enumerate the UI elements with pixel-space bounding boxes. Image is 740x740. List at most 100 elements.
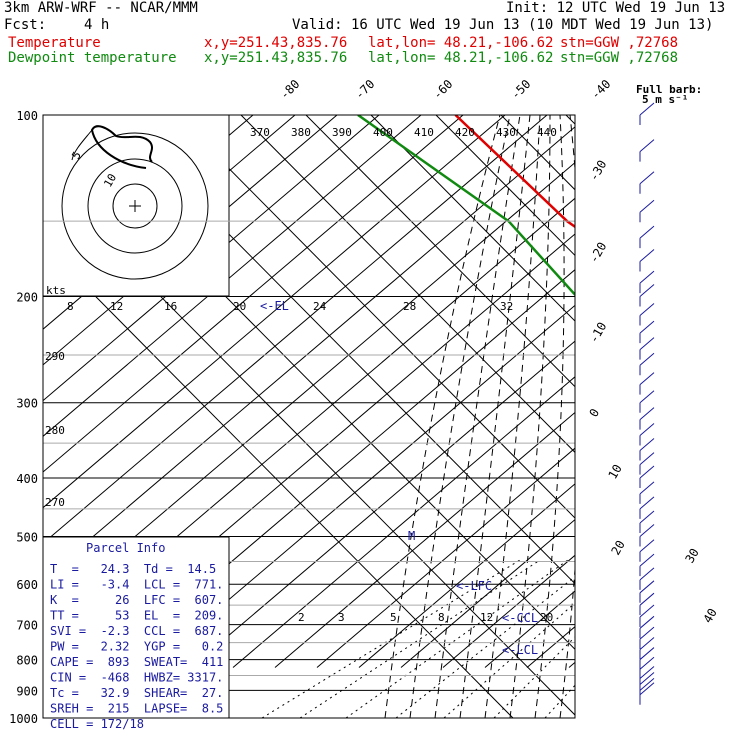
temperature-legend: Temperature (8, 35, 101, 51)
wind-barb (639, 626, 655, 640)
theta-label: 270 (45, 496, 65, 509)
moist-adiabat (434, 115, 521, 718)
mixing-ratio-label: 3 (338, 611, 345, 624)
wind-barb (639, 637, 655, 650)
theta-label: 420 (455, 126, 475, 139)
isotherm-label-top: -40 (588, 77, 613, 102)
hodo-speed-label: 20 (233, 300, 246, 313)
theta-label: 290 (45, 350, 65, 363)
level-marker: <-LCL (502, 643, 538, 657)
level-marker: <-CCL (502, 611, 538, 625)
dry-adiabat (43, 115, 380, 402)
wind-barb (639, 647, 655, 660)
hodo-ring (112, 183, 158, 229)
isotherm-label-side: 0 (586, 406, 602, 419)
isotherm-label-side: -10 (586, 320, 609, 346)
isotherm-label-top: -60 (430, 77, 455, 102)
mixing-ratio-label: 8 (438, 611, 445, 624)
wind-barb (639, 139, 655, 152)
dry-adiabat (43, 115, 464, 473)
theta-label: 400 (373, 126, 393, 139)
hodo-speed-label: 24 (313, 300, 327, 313)
mixing-ratio-line (261, 559, 521, 718)
level-marker: <-EL (260, 299, 289, 313)
hodo-speed-label: 28 (403, 300, 416, 313)
wind-barb (639, 553, 655, 567)
dewpoint-legend: Dewpoint temperature (8, 50, 177, 66)
pressure-label: 1000 (9, 712, 38, 726)
theta-label: 410 (414, 126, 434, 139)
parcel-info-box (42, 536, 230, 719)
wind-barb (639, 465, 655, 479)
hodograph-trace (90, 125, 153, 169)
wind-barb (639, 372, 655, 386)
hodo-speed-label: kts (46, 284, 66, 297)
forecast-label: Fcst: (4, 17, 47, 33)
pressure-label: 600 (16, 578, 38, 592)
isotherm (43, 242, 514, 718)
dry-adiabat (316, 447, 575, 668)
dry-adiabat (43, 115, 422, 437)
hodograph-trace (71, 129, 93, 161)
moist-adiabat (459, 115, 531, 718)
dry-adiabat (232, 376, 575, 668)
wind-barb (639, 682, 655, 696)
theta-label: 370 (250, 126, 270, 139)
wind-barb (639, 171, 655, 185)
model-title: 3km ARW-WRF -- NCAR/MMM (4, 0, 198, 16)
dry-adiabat (568, 661, 575, 668)
wind-barb (639, 678, 655, 691)
theta-label: 430 (496, 126, 516, 139)
wind-barb (639, 407, 655, 420)
dewpoint-station: stn=GGW ,72768 (560, 50, 679, 66)
wind-barb (639, 303, 655, 316)
theta-label: 280 (45, 424, 65, 437)
dry-adiabat (190, 340, 575, 668)
isotherm (500, 115, 575, 191)
isotherm-label-top: -70 (352, 77, 377, 102)
dry-adiabat (653, 115, 740, 668)
temperature-station: stn=GGW ,72768 (560, 35, 679, 51)
mixing-ratio-label: 20 (540, 611, 553, 624)
hodo-speed-label: 32 (500, 300, 513, 313)
level-marker: <-LFC (456, 579, 492, 593)
pressure-label: 900 (16, 684, 38, 698)
wind-barb (639, 592, 655, 606)
mixing-ratio-line (395, 575, 575, 718)
pressure-label: 800 (16, 654, 38, 668)
forecast-hours: 4 h (84, 17, 110, 33)
moist-adiabat (384, 115, 501, 718)
mixing-ratio-label: 12 (480, 611, 493, 624)
dry-adiabat (274, 411, 575, 668)
isotherm-label-side: -20 (586, 240, 609, 266)
dry-adiabat (695, 115, 740, 668)
pressure-label: 700 (16, 619, 38, 633)
init-time: Init: 12 UTC Wed 19 Jun 13 (506, 0, 726, 16)
hodo-speed-label: 12 (110, 300, 123, 313)
wind-barb (639, 496, 655, 510)
valid-time: Valid: 16 UTC Wed 19 Jun 13 (10 MDT Wed … (292, 17, 714, 33)
wind-barb (639, 352, 655, 366)
wind-barb (639, 337, 655, 351)
isotherm (696, 115, 740, 718)
wind-barb (639, 390, 655, 404)
parcel-info-row: TT = 53 EL = 209. (50, 609, 223, 623)
wind-barb (639, 524, 655, 537)
isotherm-label-side: 40 (700, 606, 719, 626)
hodo-speed-label: 8 (67, 300, 74, 313)
parcel-info-row: Tc = 32.9 SHEAR= 27. (50, 686, 223, 700)
theta-label: 440 (537, 126, 557, 139)
wind-barb (639, 320, 655, 334)
isotherm-label-side: 10 (605, 462, 624, 482)
barb-legend-units: 5 m s⁻¹ (642, 93, 688, 106)
parcel-info-row: K = 26 LFC = 607. (50, 593, 223, 607)
wind-barb (639, 539, 655, 553)
wind-barb (639, 102, 655, 116)
wind-barb (639, 225, 655, 239)
isotherm (175, 115, 575, 519)
mixing-ratio-line (299, 559, 541, 718)
parcel-info-row: SVI = -2.3 CCL = 687. (50, 624, 223, 638)
temperature-xy: x,y=251.43,835.76 (204, 35, 348, 51)
pressure-label: 300 (16, 397, 38, 411)
